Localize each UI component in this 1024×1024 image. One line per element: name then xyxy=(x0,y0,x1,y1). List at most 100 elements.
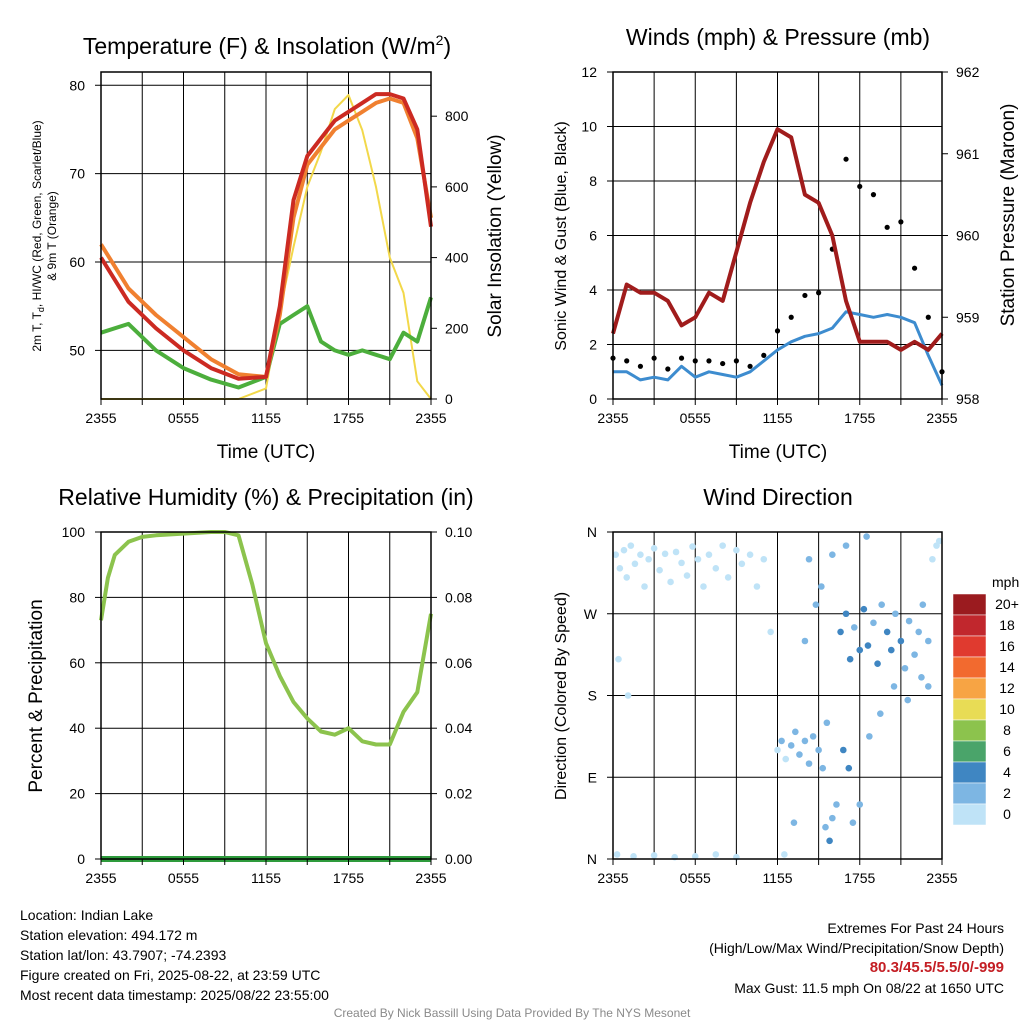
station-info: Location: Indian Lake Station elevation:… xyxy=(20,905,329,1005)
direction-point xyxy=(829,814,836,822)
direction-point xyxy=(860,605,868,613)
winds-panel: 0 2 4 6 8 10 12 958 959 960 961 962 2355 0555 1155 1755… xyxy=(581,64,979,426)
winds-ylabel-right: Station Pressure (Maroon) xyxy=(998,104,1019,327)
credit-line: Created By Nick Bassill Using Data Provi… xyxy=(333,1006,691,1020)
direction-point xyxy=(787,742,795,749)
temperature-series-2m-t xyxy=(99,92,433,381)
colorbar-title: mph xyxy=(992,574,1019,590)
direction-title: Wind Direction xyxy=(703,484,853,510)
direction-point xyxy=(850,624,858,631)
extremes-values: 80.3/45.5/5.5/0/-999 xyxy=(869,959,1004,976)
direction-point xyxy=(624,692,632,699)
direction-x-tick-label: 0555 xyxy=(680,870,711,886)
winds-gust-point xyxy=(884,224,890,230)
direction-point xyxy=(915,628,922,636)
humidity-y-tick-label: 40 xyxy=(69,720,85,736)
direction-point xyxy=(683,572,691,579)
winds-y-tick-label: 12 xyxy=(581,64,597,80)
direction-point xyxy=(661,550,669,558)
direction-point xyxy=(623,574,631,581)
humidity-y2-tick-label: 0.06 xyxy=(445,655,472,671)
direction-point xyxy=(805,555,813,563)
winds-gust-point xyxy=(898,219,904,225)
direction-point xyxy=(842,610,850,618)
direction-point xyxy=(918,674,925,681)
direction-point xyxy=(733,546,740,554)
direction-point xyxy=(753,583,761,590)
temperature-x-tick-label: 1155 xyxy=(251,410,281,426)
direction-point xyxy=(767,628,774,636)
colorbar-swatch xyxy=(952,740,987,763)
temperature-y2-tick-label: 0 xyxy=(445,391,453,407)
direction-point xyxy=(878,601,885,608)
humidity-x-tick-label: 1755 xyxy=(333,870,364,886)
humidity-ylabel-left: Percent & Precipitation xyxy=(26,599,47,792)
colorbar-label: 10 xyxy=(999,701,1015,717)
winds-y2-tick-label: 958 xyxy=(956,391,980,407)
station-location: Location: Indian Lake xyxy=(20,907,154,923)
direction-y-tick-label: W xyxy=(584,606,598,622)
colorbar-swatch xyxy=(952,677,987,700)
temperature-y-tick-label: 70 xyxy=(69,166,85,182)
direction-point xyxy=(819,764,827,772)
colorbar-swatch xyxy=(952,719,987,742)
direction-point xyxy=(845,764,853,772)
winds-y-tick-label: 4 xyxy=(589,282,597,298)
direction-x-tick-label: 2355 xyxy=(597,870,628,886)
humidity-y-tick-label: 0 xyxy=(77,851,85,867)
direction-point xyxy=(924,637,932,645)
humidity-y2-tick-label: 0.10 xyxy=(445,524,472,540)
temperature-ylabel-right: Solar Insolation (Yellow) xyxy=(485,134,506,337)
direction-x-tick-label: 1755 xyxy=(844,870,875,886)
temperature-ylabel-left-line2: & 9m T (Orange) xyxy=(45,191,59,281)
direction-point xyxy=(822,823,829,831)
winds-y-tick-label: 8 xyxy=(589,173,597,189)
colorbar-label: 2 xyxy=(1003,785,1011,801)
winds-gust-point xyxy=(747,363,753,369)
figure-created: Figure created on Fri, 2025-08-22, at 23… xyxy=(20,967,321,983)
direction-point xyxy=(856,801,864,808)
direction-point xyxy=(738,560,746,568)
direction-point xyxy=(746,551,754,559)
direction-point xyxy=(630,852,637,860)
direction-point xyxy=(650,852,658,859)
direction-ylabel-left: Direction (Colored By Speed) xyxy=(553,592,570,800)
humidity-x-tick-label: 2355 xyxy=(415,870,446,886)
winds-gust-point xyxy=(706,358,712,364)
winds-series-sonic-wind xyxy=(613,310,944,387)
winds-gust-point xyxy=(788,314,794,320)
temperature-x-tick-label: 1755 xyxy=(333,410,364,426)
colorbar-swatch xyxy=(952,803,987,826)
winds-gust-point xyxy=(925,314,931,320)
humidity-title: Relative Humidity (%) & Precipitation (i… xyxy=(58,484,473,510)
temperature-x-tick-label: 2355 xyxy=(415,410,446,426)
direction-point xyxy=(809,733,817,740)
colorbar-label: 0 xyxy=(1003,806,1011,822)
humidity-y2-tick-label: 0.00 xyxy=(445,851,472,867)
humidity-y2-tick-label: 0.08 xyxy=(445,589,472,605)
winds-gust-point xyxy=(637,363,644,369)
colorbar-swatch xyxy=(952,593,987,616)
temperature-y-tick-label: 80 xyxy=(69,77,85,93)
direction-point xyxy=(837,628,844,636)
winds-x-tick-label: 1155 xyxy=(762,410,792,426)
direction-point xyxy=(840,746,847,754)
temperature-y2-tick-label: 400 xyxy=(445,250,469,266)
humidity-series-relative-humidity xyxy=(99,530,433,747)
direction-point xyxy=(870,619,877,627)
temperature-series-9m-t xyxy=(99,96,433,379)
direction-point xyxy=(890,683,898,690)
direction-point xyxy=(801,737,809,745)
extremes-legend: (High/Low/Max Wind/Precipitation/Snow De… xyxy=(709,940,1004,956)
direction-point xyxy=(700,583,707,590)
direction-point xyxy=(924,683,932,690)
winds-gust-point xyxy=(678,355,685,361)
direction-point xyxy=(790,819,798,826)
direction-point xyxy=(812,601,820,608)
colorbar-label: 20+ xyxy=(995,596,1019,612)
temperature-title: Temperature (F) & Insolation (W/m2) xyxy=(83,32,451,59)
direction-point xyxy=(887,646,895,654)
direction-point xyxy=(842,542,850,549)
direction-point xyxy=(712,851,720,858)
direction-point xyxy=(856,646,864,654)
